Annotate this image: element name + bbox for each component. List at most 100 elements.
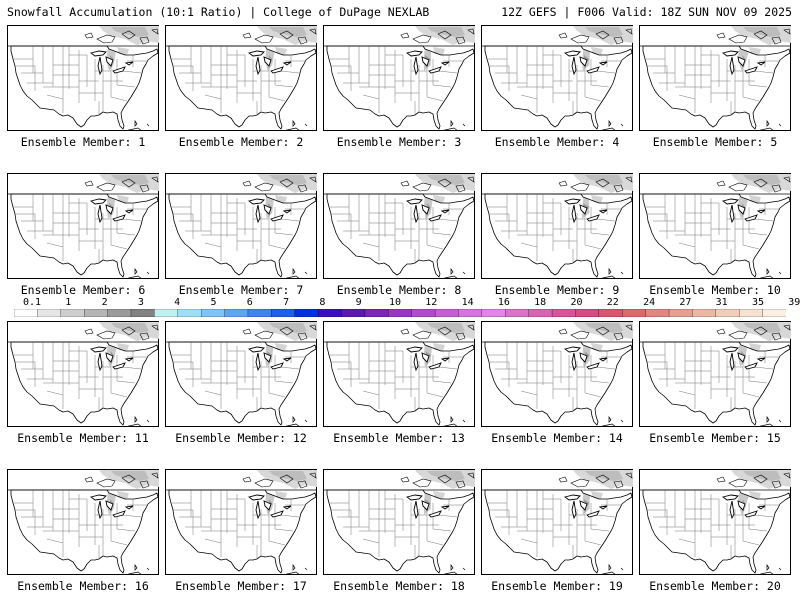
great-lake: [756, 209, 766, 214]
coastline: [570, 478, 590, 488]
great-lake: [721, 50, 739, 57]
coastline: [558, 180, 568, 187]
state-boundary: [438, 218, 458, 222]
us-map: [639, 321, 791, 427]
coastline: [309, 472, 317, 479]
coastline: [728, 330, 748, 340]
state-boundary: [204, 390, 222, 396]
us-map: [7, 321, 159, 427]
coastline: [96, 330, 116, 340]
state-boundary: [520, 242, 538, 248]
island: [450, 119, 454, 127]
island: [304, 123, 308, 127]
colorbar-tick-label: 5: [210, 297, 217, 308]
island: [134, 119, 138, 127]
us-outline: [10, 341, 159, 426]
colorbar-tick-label: 6: [246, 297, 253, 308]
colorbar-tick-label: 7: [283, 297, 290, 308]
us-map: [639, 25, 791, 131]
colorbar-tick-label: 2: [101, 297, 108, 308]
state-boundary: [116, 84, 136, 88]
great-lake: [413, 204, 419, 224]
island: [292, 119, 296, 127]
colorbar-swatch: [411, 309, 436, 317]
great-lake: [105, 204, 114, 215]
great-lake: [97, 500, 103, 520]
us-outline: [642, 45, 791, 130]
state-boundary: [426, 540, 444, 546]
map-panel-19: [481, 469, 633, 589]
coastline: [412, 330, 432, 340]
great-lake: [124, 61, 134, 66]
colorbar-swatch: [388, 309, 413, 317]
great-lake: [405, 494, 423, 501]
state-boundary: [596, 366, 616, 370]
great-lake: [105, 352, 114, 363]
us-map: [7, 25, 159, 131]
state-boundary: [274, 232, 294, 236]
colorbar-swatch: [739, 309, 764, 317]
island: [127, 275, 143, 279]
island: [778, 419, 782, 423]
great-lake: [89, 50, 107, 57]
great-lake: [579, 204, 588, 215]
us-map: [7, 173, 159, 279]
colorbar-tick-label: 35: [751, 297, 765, 308]
great-lake: [97, 56, 103, 76]
great-lake: [421, 352, 430, 363]
state-boundary: [754, 70, 774, 74]
state-boundary: [432, 84, 452, 88]
great-lake: [428, 214, 442, 222]
member-label: Ensemble Member: 12: [175, 431, 307, 445]
island: [146, 567, 150, 571]
island: [601, 275, 617, 279]
us-map: [165, 321, 317, 427]
state-boundary: [116, 232, 136, 236]
island: [766, 415, 770, 423]
great-lake: [721, 494, 739, 501]
map-panel-4: [481, 25, 633, 145]
map-panel-9: [481, 173, 633, 293]
island: [146, 271, 150, 275]
colorbar-swatch: [14, 309, 39, 317]
state-boundary: [122, 70, 142, 74]
coastline: [84, 32, 94, 39]
state-boundary: [274, 84, 294, 88]
great-lake: [124, 209, 134, 214]
great-lake: [729, 500, 735, 520]
state-boundary: [268, 96, 286, 102]
island: [601, 127, 617, 131]
coastline: [279, 178, 294, 188]
colorbar-tick-label: 1: [65, 297, 72, 308]
coastline: [309, 324, 317, 331]
coastline: [242, 180, 252, 187]
valid-time: 12Z GEFS | F006 Valid: 18Z SUN NOV 09 20…: [501, 5, 792, 19]
coastline: [437, 178, 452, 188]
us-map: [481, 25, 633, 131]
coastline: [716, 328, 726, 335]
colorbar: [14, 309, 786, 317]
island: [292, 415, 296, 423]
great-lake: [586, 362, 600, 370]
us-map: [323, 173, 475, 279]
coastline: [297, 184, 308, 193]
state-boundary: [438, 70, 458, 74]
colorbar-swatch: [668, 309, 694, 317]
state-boundary: [274, 380, 294, 384]
great-lake: [563, 494, 581, 501]
colorbar-tick-label: 22: [606, 297, 619, 308]
coastline: [309, 176, 317, 183]
great-lake: [405, 50, 423, 57]
state-boundary: [46, 242, 64, 248]
coastline: [455, 36, 466, 45]
colorbar-tick-label: 16: [497, 297, 510, 308]
colorbar-swatch: [481, 309, 506, 317]
coastline: [84, 180, 94, 187]
great-lake: [440, 209, 450, 214]
state-boundary: [46, 94, 64, 100]
great-lake: [571, 500, 577, 520]
colorbar-swatch: [60, 309, 85, 317]
island: [608, 267, 612, 275]
us-outline: [484, 489, 633, 574]
us-map: [323, 469, 475, 575]
